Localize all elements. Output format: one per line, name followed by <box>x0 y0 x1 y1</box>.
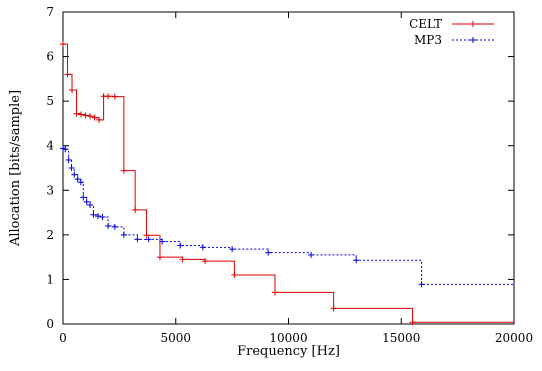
x-tick-label: 20000 <box>495 331 533 345</box>
y-tick-label: 5 <box>46 94 54 108</box>
series-layer <box>60 41 514 326</box>
x-tick-label: 15000 <box>382 331 420 345</box>
series-celt-line <box>63 43 514 323</box>
legend-label-mp3: MP3 <box>414 33 442 47</box>
legend: CELT MP3 <box>409 17 494 47</box>
x-axis-title: Frequency [Hz] <box>237 344 340 359</box>
y-tick-label: 1 <box>46 272 54 286</box>
y-axis-title: Allocation [bits/sample] <box>8 90 23 247</box>
y-tick-label: 2 <box>46 228 54 242</box>
series-mp3-line <box>63 147 514 285</box>
y-tick-label: 0 <box>46 317 54 331</box>
axis-ticks: 0 5000 10000 15000 20000 0 1 2 3 4 5 6 7 <box>46 5 533 345</box>
x-tick-label: 0 <box>59 331 67 345</box>
legend-label-celt: CELT <box>409 17 442 31</box>
plot-frame <box>62 11 515 325</box>
y-tick-label: 6 <box>46 50 54 64</box>
y-tick-label: 7 <box>46 5 54 19</box>
series-celt <box>60 41 514 326</box>
series-mp3 <box>60 145 514 288</box>
y-tick-label: 3 <box>46 183 54 197</box>
y-tick-label: 4 <box>46 139 54 153</box>
x-tick-label: 10000 <box>269 331 307 345</box>
x-tick-label: 5000 <box>160 331 191 345</box>
